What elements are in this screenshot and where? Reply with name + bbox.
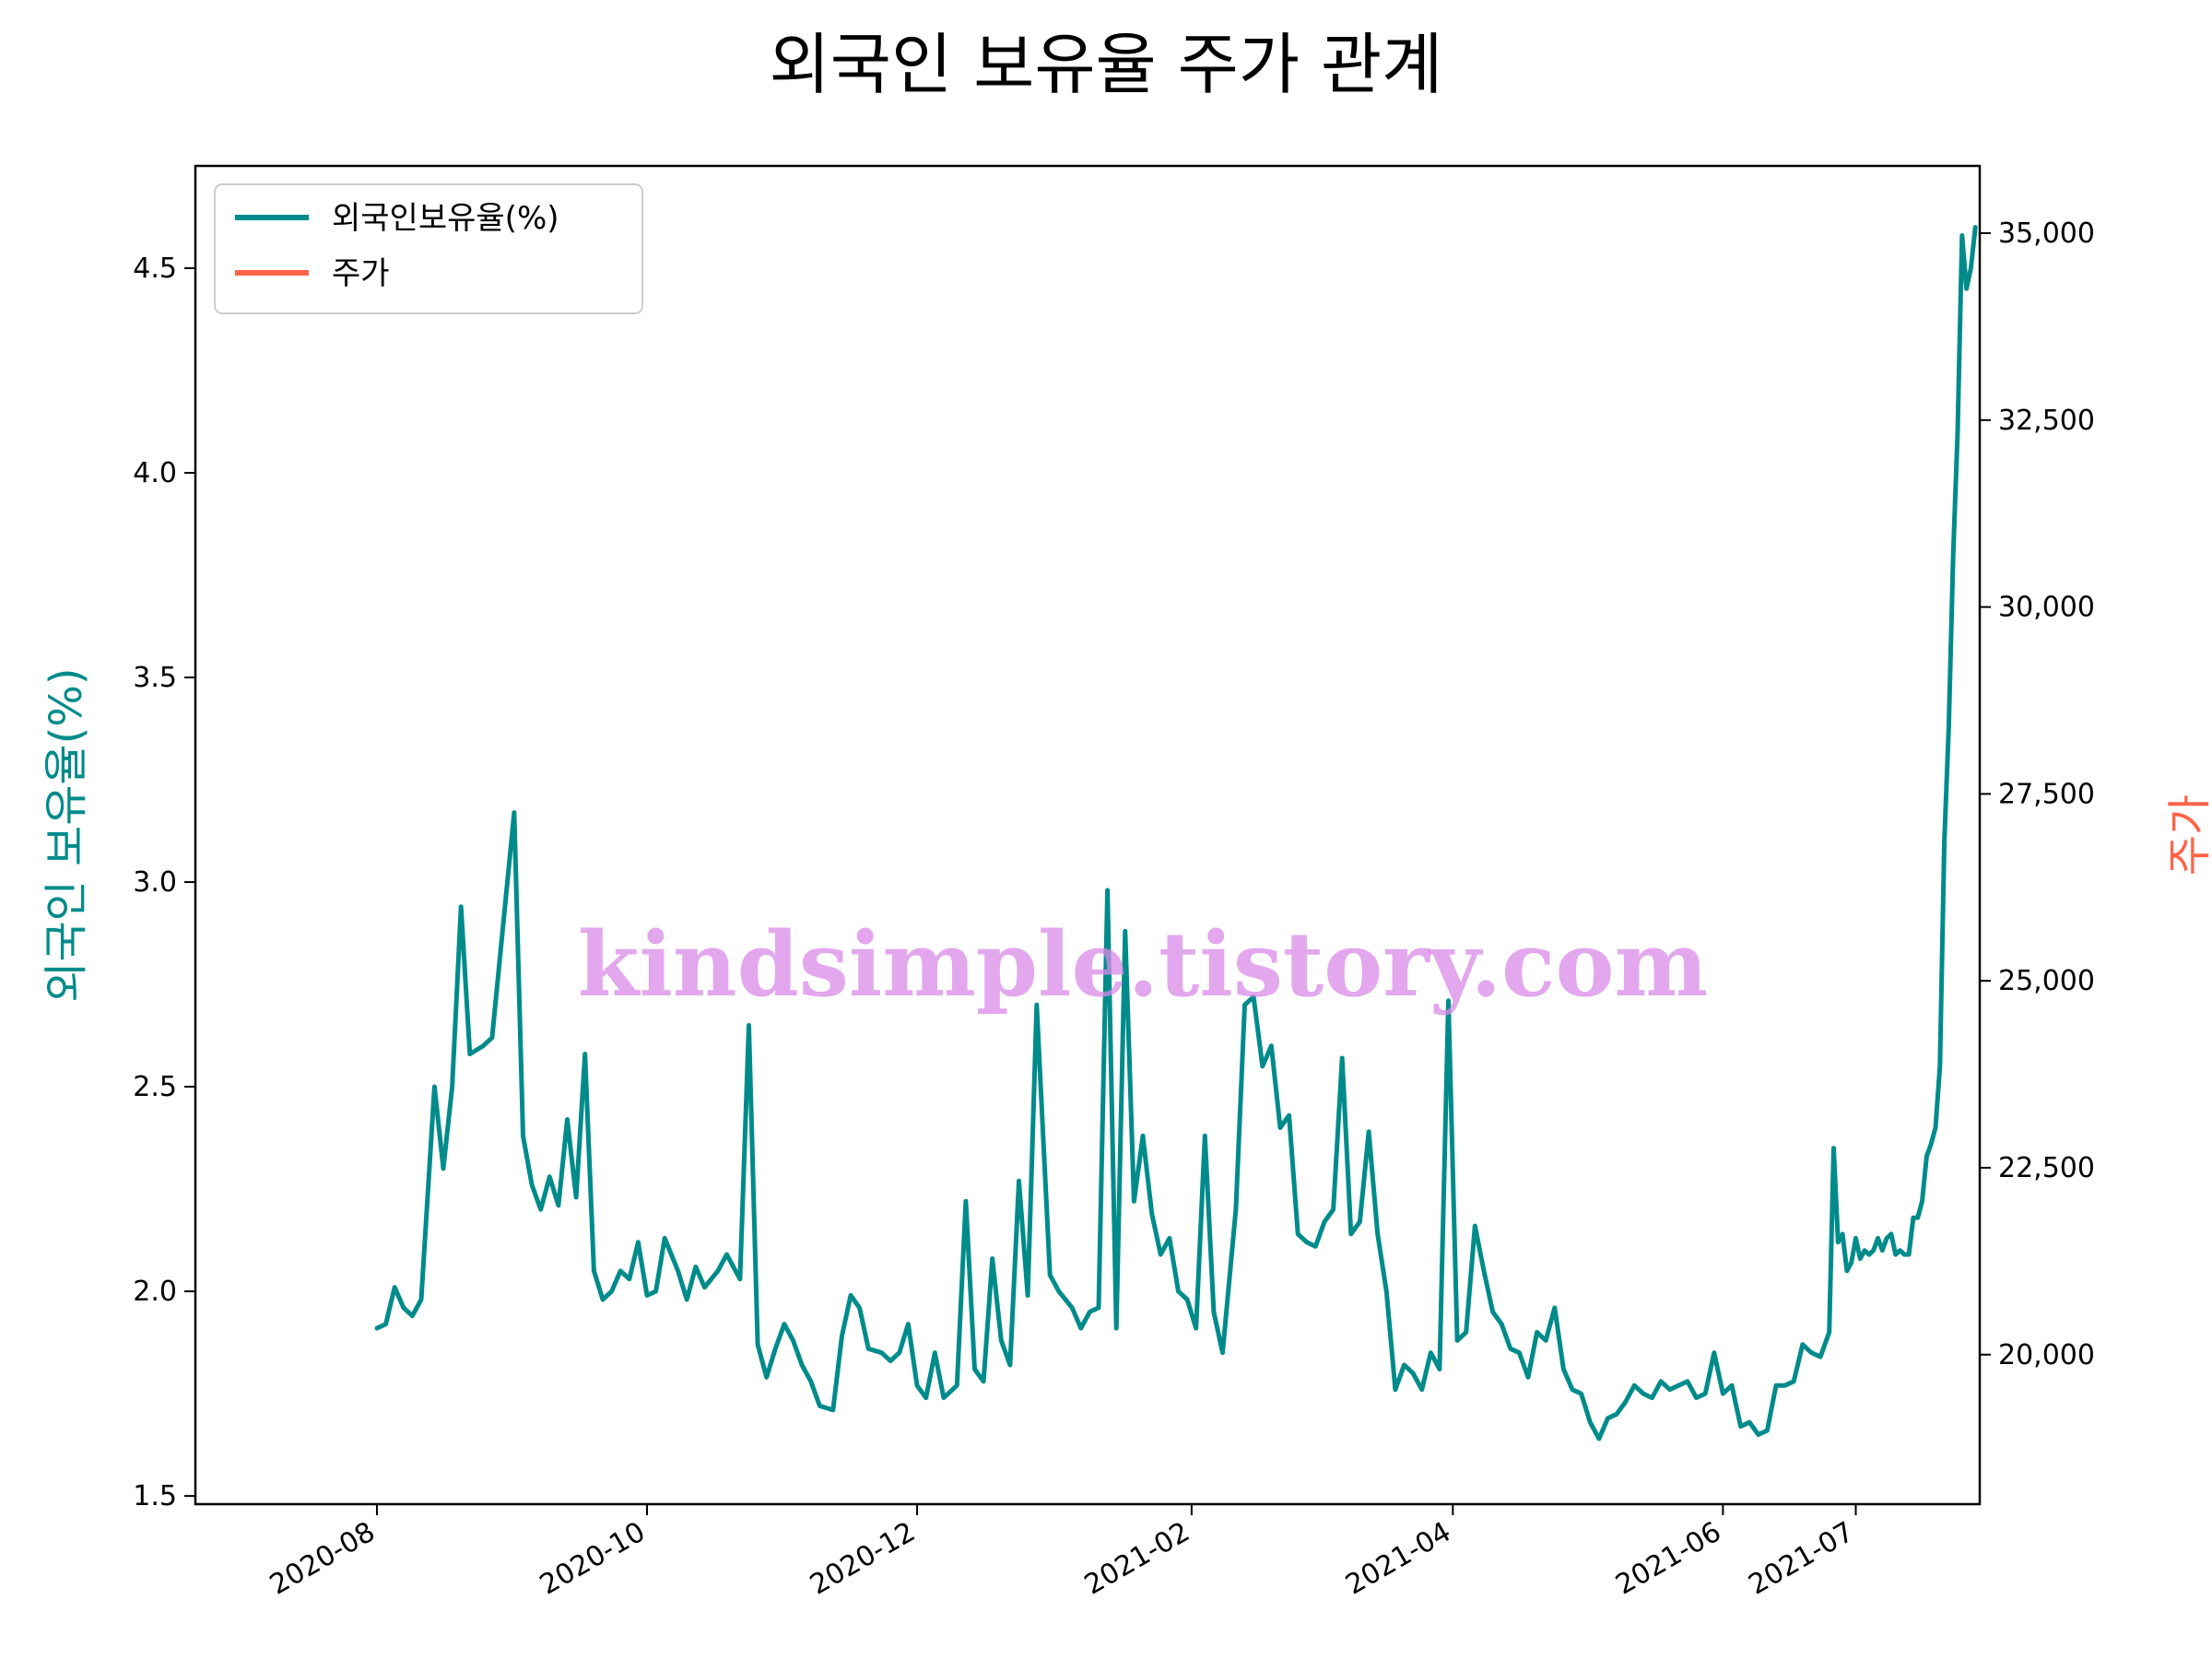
left-axis-title: 외국인 보유율(%) [41, 667, 92, 1002]
right-y-tick-label: 35,000 [1998, 218, 2095, 250]
left-y-tick-label: 3.5 [133, 662, 177, 694]
right-y-tick-label: 25,000 [1998, 965, 2095, 997]
watermark-text: kindsimple.tistory.com [578, 912, 1708, 1017]
series-line-0 [374, 225, 1978, 1441]
right-y-tick-label: 22,500 [1998, 1152, 2095, 1184]
left-y-tick-label: 4.0 [133, 457, 177, 489]
left-y-tick-label: 4.5 [133, 253, 177, 285]
right-axis-title: 주가 [2164, 794, 2212, 876]
left-y-tick-label: 3.0 [133, 866, 177, 899]
right-y-tick-label: 27,500 [1998, 778, 2095, 810]
left-y-tick-label: 2.0 [133, 1276, 177, 1308]
left-y-tick-label: 2.5 [133, 1071, 177, 1103]
left-y-tick-label: 1.5 [133, 1480, 177, 1512]
legend-label-foreign-ratio: 외국인보유율(%) [332, 200, 559, 237]
chart-title: 외국인 보유율 주가 관계 [769, 26, 1442, 103]
right-y-tick-label: 30,000 [1998, 592, 2095, 624]
plot-area [374, 225, 1978, 1441]
plot-frame [194, 164, 1982, 1506]
legend-label-price: 주가 [332, 255, 390, 292]
legend-box [214, 183, 643, 314]
right-y-tick-label: 32,500 [1998, 405, 2095, 437]
right-y-tick-label: 20,000 [1998, 1339, 2095, 1371]
legend: 외국인보유율(%) 주가 [214, 183, 643, 314]
